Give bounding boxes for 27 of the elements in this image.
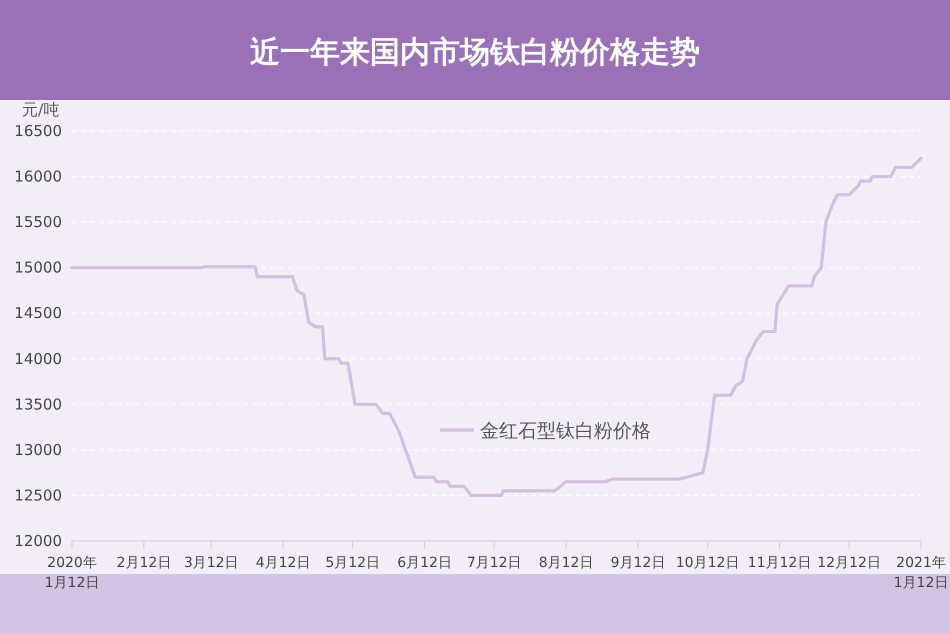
y-axis-title: 元/吨 [22, 100, 60, 119]
x-tick-label: 12月12日 [817, 555, 881, 571]
y-tick-label: 15000 [14, 258, 62, 277]
y-tick-label: 14000 [14, 350, 62, 368]
x-tick-label: 6月12日 [397, 555, 452, 571]
x-tick-label: 7月12日 [466, 555, 522, 571]
x-tick-label: 8月12日 [538, 555, 594, 571]
y-tick-label: 16000 [14, 168, 62, 186]
y-tick-label: 16500 [14, 122, 62, 140]
x-tick-label: 2021年 1月12日 [894, 555, 948, 591]
x-tick-label: 9月12日 [610, 555, 666, 571]
y-tick-label: 15500 [14, 213, 62, 232]
x-tick-label: 3月12日 [184, 555, 239, 571]
x-tick-label: 10月12日 [676, 555, 740, 571]
x-tick-label: 2020年 1月12日 [44, 555, 100, 591]
chart-title: 近一年来国内市场钛白粉价格走势 [250, 35, 700, 70]
line-series [70, 156, 923, 498]
x-tick-label: 4月12日 [256, 555, 310, 571]
x-tick-label: 11月12日 [748, 555, 812, 571]
legend-label: 金红石型钛白粉价格 [480, 420, 651, 442]
y-tick-label: 14500 [14, 304, 62, 322]
y-tick-label: 12500 [14, 486, 62, 504]
x-tick-label: 2月12日 [116, 555, 172, 571]
y-tick-label: 12000 [14, 532, 62, 550]
y-tick-label: 13000 [14, 440, 62, 459]
y-tick-label: 13500 [14, 395, 62, 414]
x-tick-label: 5月12日 [325, 555, 380, 571]
